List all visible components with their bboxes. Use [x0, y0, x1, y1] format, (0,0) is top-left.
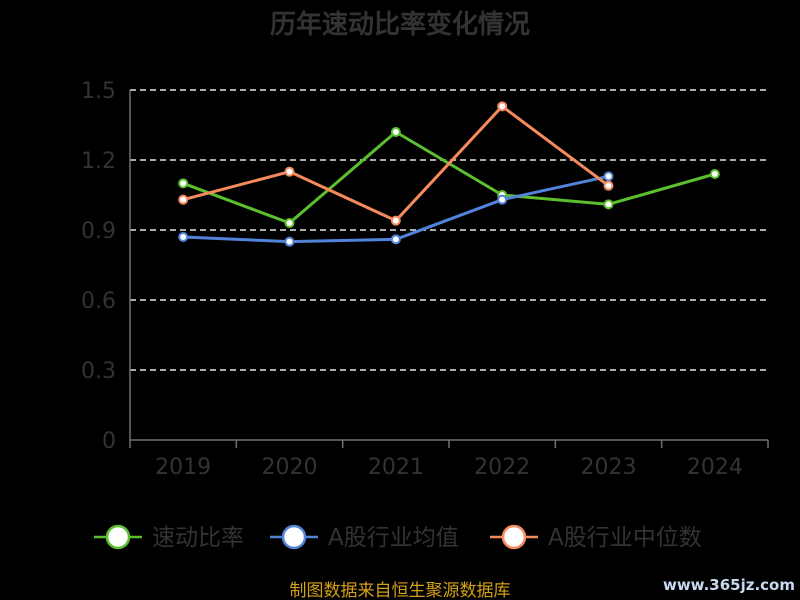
y-tick-label-3: 0.9 [81, 219, 116, 244]
y-tick-label-0: 0 [102, 429, 116, 454]
data-point-1-2019 [178, 232, 189, 242]
y-tick-label-5: 1.5 [81, 79, 116, 104]
data-point-1-2022 [497, 194, 508, 205]
data-point-2-2020 [284, 166, 295, 177]
data-point-1-2021 [390, 234, 401, 245]
series-0 [178, 127, 720, 228]
legend-label-2: A股行业中位数 [548, 525, 702, 551]
x-tick-label-2024: 2024 [687, 455, 743, 480]
legend-item-1[interactable]: A股行业均值 [270, 524, 459, 551]
legend-swatch-marker-0 [105, 524, 131, 550]
grid-lines [130, 89, 768, 371]
data-point-2-2022 [497, 101, 508, 112]
watermark: www.365jz.com [663, 576, 795, 594]
x-tick-label-2020: 2020 [262, 455, 318, 480]
axes [129, 90, 769, 448]
data-point-1-2023 [603, 171, 614, 182]
legend-swatch-marker-2 [501, 524, 527, 550]
legend-label-1: A股行业均值 [328, 525, 459, 551]
series-2 [178, 101, 614, 226]
series-line-2 [182, 104, 610, 223]
y-tick-label-4: 1.2 [81, 149, 116, 174]
data-source-note: 制图数据来自恒生聚源数据库 [290, 581, 511, 600]
data-point-2-2023 [603, 180, 614, 191]
y-tick-label-1: 0.3 [81, 359, 116, 384]
data-point-0-2020 [284, 218, 295, 228]
data-point-0-2023 [603, 199, 614, 210]
data-point-0-2019 [178, 178, 189, 189]
data-point-0-2021 [390, 127, 401, 137]
y-tick-labels: 0 0.3 0.6 0.9 1.2 1.5 [81, 79, 116, 454]
series-lines [178, 101, 720, 247]
x-tick-label-2019: 2019 [155, 455, 211, 480]
legend-swatch-marker-1 [281, 524, 307, 550]
data-point-0-2024 [709, 169, 720, 179]
data-point-2-2021 [390, 215, 401, 226]
y-tick-label-2: 0.6 [81, 289, 116, 314]
chart-title: 历年速动比率变化情况 [270, 9, 530, 40]
data-point-1-2020 [284, 236, 295, 247]
x-tick-label-2022: 2022 [474, 455, 530, 480]
data-point-2-2019 [178, 194, 189, 205]
x-tick-labels: 2019 2020 2021 2022 2023 2024 [155, 455, 743, 480]
series-1 [178, 171, 614, 247]
legend-item-0[interactable]: 速动比率 [94, 524, 244, 551]
legend[interactable]: 速动比率 A股行业均值 A股行业中位数 [94, 524, 702, 551]
legend-label-0: 速动比率 [152, 525, 244, 551]
x-tick-label-2023: 2023 [581, 455, 637, 480]
x-tick-label-2021: 2021 [368, 455, 424, 480]
legend-item-2[interactable]: A股行业中位数 [490, 524, 702, 551]
series-line-1 [183, 174, 609, 244]
